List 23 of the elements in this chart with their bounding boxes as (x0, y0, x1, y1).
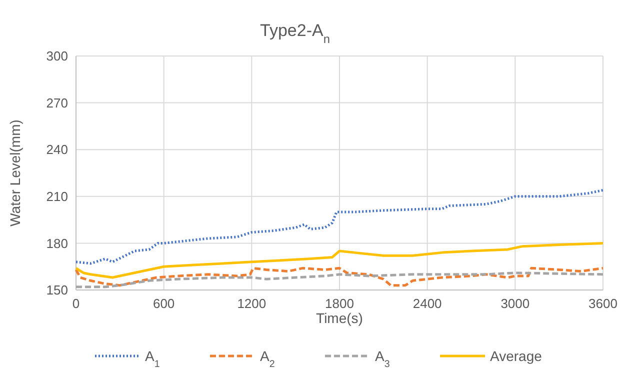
line-series (74, 242, 604, 279)
x-tick-label: 3000 (500, 296, 530, 311)
y-tick-label: 180 (46, 236, 68, 251)
x-tick-label: 600 (152, 296, 175, 311)
x-tick-label: 0 (72, 296, 80, 311)
x-axis-title: Time(s) (316, 310, 363, 326)
x-tick-label: 1800 (325, 296, 354, 311)
line-series (74, 266, 604, 287)
legend-label: A$_{3}$ (375, 348, 390, 370)
y-tick-label: 210 (46, 188, 68, 204)
line-series (74, 188, 604, 265)
y-tick-label: 270 (46, 95, 68, 110)
legend-label: A$_{1}$ (145, 348, 160, 370)
chart-title: Type2-A$_{n}$ (260, 21, 330, 46)
x-tick-label: 1200 (237, 296, 266, 311)
legend-label: Average (490, 348, 542, 364)
y-tick-label: 300 (46, 48, 68, 64)
x-tick-label: 3600 (588, 296, 618, 311)
legend-label: A$_{2}$ (260, 348, 275, 370)
y-tick-label: 240 (46, 142, 68, 158)
y-tick-label: 150 (46, 282, 68, 298)
y-axis-title: Water Level(mm) (7, 120, 23, 226)
x-tick-label: 2400 (412, 296, 442, 311)
